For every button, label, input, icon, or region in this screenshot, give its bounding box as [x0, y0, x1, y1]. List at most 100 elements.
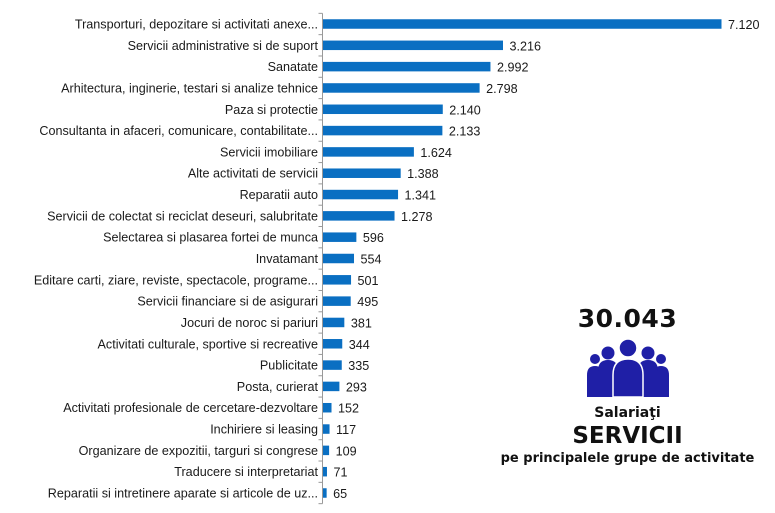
value-label: 117: [336, 423, 356, 437]
bar: [323, 339, 343, 349]
category-label: Alte activitati de servicii: [188, 167, 318, 181]
bar-row: Traducere si interpretariat 71: [174, 465, 347, 480]
category-label: Editare carti, ziare, reviste, spectacol…: [34, 273, 318, 287]
bar-row: Alte activitati de servicii 1.388: [188, 167, 439, 182]
value-label: 71: [333, 466, 347, 480]
category-label: Transporturi, depozitare si activitati a…: [75, 18, 318, 32]
category-label: Invatamant: [256, 252, 319, 266]
value-label: 1.388: [407, 167, 439, 181]
value-label: 596: [363, 231, 384, 245]
bar: [323, 402, 332, 413]
bar-row: Servicii de colectat si reciclat deseuri…: [47, 209, 432, 224]
value-label: 501: [358, 274, 379, 288]
bar-row: Activitati culturale, sportive si recrea…: [98, 337, 370, 352]
bar-row: Inchiriere si leasing 117: [210, 423, 356, 438]
bar: [323, 296, 351, 306]
category-label: Arhitectura, inginerie, testari si anali…: [61, 81, 318, 95]
bar: [323, 253, 355, 264]
summary-panel: 30.043 Salariaţi SERVICII pe principalel…: [480, 300, 775, 466]
y-axis: [318, 12, 323, 505]
value-label: 152: [338, 402, 359, 416]
value-label: 7.120: [728, 18, 760, 32]
value-label: 2.133: [449, 125, 481, 139]
category-label: Selectarea si plasarea fortei de munca: [103, 231, 318, 245]
bar: [323, 19, 722, 29]
value-label: 1.341: [405, 189, 437, 203]
category-label: Servicii de colectat si reciclat deseuri…: [47, 209, 318, 223]
subtitle-employees: Salariaţi: [594, 405, 661, 421]
bar-row: Servicii administrative si de suport 3.21…: [128, 39, 541, 54]
bar-row: Reparatii si intretinere aparate si arti…: [48, 487, 347, 502]
value-label: 65: [333, 487, 347, 501]
bar: [323, 211, 395, 221]
category-label: Sanatate: [268, 60, 318, 74]
bar: [323, 83, 480, 93]
bar-row: Invatamant 554: [256, 252, 382, 267]
value-label: 2.798: [486, 82, 518, 96]
bar: [323, 147, 414, 157]
category-label: Publicitate: [260, 359, 318, 373]
people-group-icon: [586, 339, 669, 397]
value-label: 1.278: [401, 210, 433, 224]
bar: [323, 232, 357, 242]
category-label: Servicii financiare si de asigurari: [137, 295, 318, 309]
bar: [323, 381, 340, 392]
bar-row: Servicii financiare si de asigurari 495: [137, 295, 378, 310]
bar-row: Jocuri de noroc si pariuri 381: [181, 316, 372, 331]
value-label: 335: [348, 359, 369, 373]
value-label: 344: [349, 338, 370, 352]
bar: [323, 275, 352, 285]
value-label: 2.140: [449, 103, 481, 117]
bar: [323, 360, 342, 370]
value-label: 1.624: [420, 146, 452, 160]
category-label: Servicii administrative si de suport: [128, 39, 319, 53]
category-label: Jocuri de noroc si pariuri: [181, 316, 318, 330]
bar-row: Paza si protectie 2.140: [225, 103, 481, 118]
category-label: Activitati profesionale de cercetare-dez…: [63, 401, 318, 415]
value-label: 495: [357, 295, 378, 309]
subtitle-groups: pe principalele grupe de activitate: [500, 451, 755, 466]
total-employees: 30.043: [577, 304, 678, 333]
bar-row: Sanatate 2.992: [268, 60, 529, 75]
bar: [323, 61, 491, 72]
category-label: Organizare de expozitii, targuri si cong…: [79, 444, 318, 458]
bar-row: Consultanta in afaceri, comunicare, cont…: [39, 124, 480, 139]
bar-row: Organizare de expozitii, targuri si cong…: [79, 444, 357, 459]
bar: [323, 466, 327, 477]
category-label: Paza si protectie: [225, 103, 318, 117]
value-label: 2.992: [497, 61, 529, 75]
category-label: Inchiriere si leasing: [210, 423, 318, 437]
bar: [323, 40, 503, 51]
bar: [323, 424, 330, 434]
bar-row: Activitati profesionale de cercetare-dez…: [63, 401, 359, 416]
bar: [323, 125, 443, 136]
category-label: Posta, curierat: [237, 380, 319, 394]
sector-title: SERVICII: [572, 423, 683, 449]
value-label: 554: [361, 253, 382, 267]
bar: [323, 445, 330, 456]
category-label: Servicii imobiliare: [220, 145, 318, 159]
bar-row: Servicii imobiliare 1.624: [220, 145, 452, 160]
category-label: Traducere si interpretariat: [174, 465, 318, 479]
bar-row: Publicitate 335: [260, 359, 369, 374]
bar-row: Posta, curierat 293: [237, 380, 367, 395]
bar-row: Transporturi, depozitare si activitati a…: [75, 18, 760, 33]
category-label: Reparatii auto: [240, 188, 318, 202]
value-label: 293: [346, 380, 367, 394]
category-label: Consultanta in afaceri, comunicare, cont…: [39, 124, 318, 138]
bar-row: Editare carti, ziare, reviste, spectacol…: [34, 273, 379, 288]
category-label: Activitati culturale, sportive si recrea…: [98, 337, 318, 351]
bar: [323, 317, 345, 328]
bar: [323, 189, 399, 200]
bar-row: Selectarea si plasarea fortei de munca 59…: [103, 231, 384, 246]
bar: [323, 168, 401, 178]
bar-row: Reparatii auto 1.341: [240, 188, 436, 203]
category-label: Reparatii si intretinere aparate si arti…: [48, 487, 318, 501]
bar: [323, 488, 327, 498]
value-label: 3.216: [509, 39, 541, 53]
value-label: 381: [351, 316, 372, 330]
bar-row: Arhitectura, inginerie, testari si anali…: [61, 81, 518, 96]
value-label: 109: [336, 444, 357, 458]
bar: [323, 104, 443, 115]
